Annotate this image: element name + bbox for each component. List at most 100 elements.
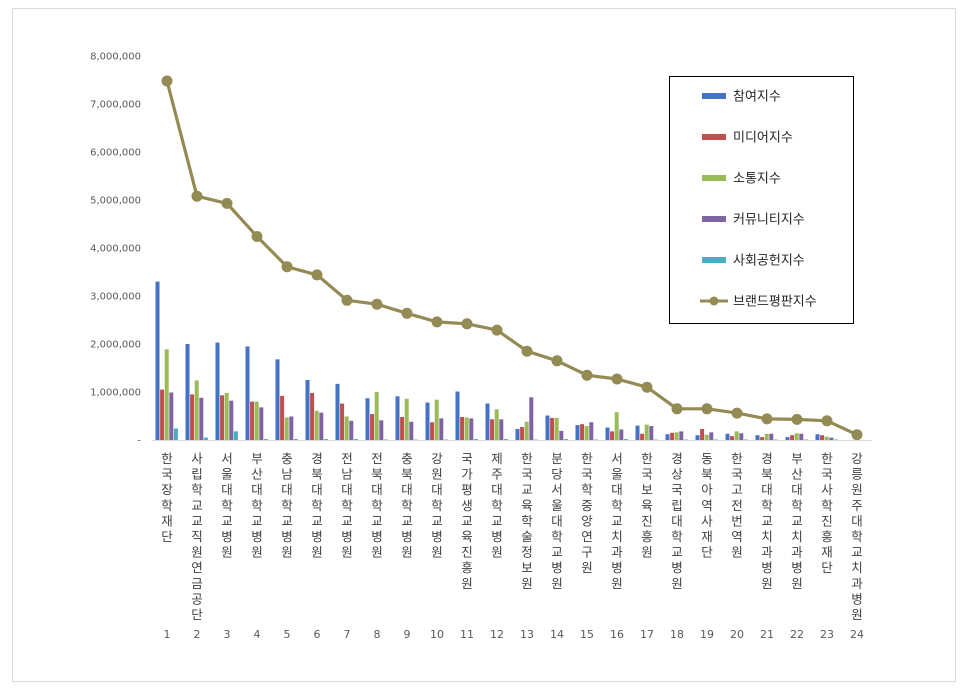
chart-frame — [12, 8, 956, 682]
bar-3 — [764, 433, 769, 440]
legend-swatch — [702, 93, 726, 99]
rank-number: 6 — [314, 628, 321, 641]
rank-number: 21 — [760, 628, 774, 641]
brand-index-point — [581, 369, 593, 381]
brand-index-point — [251, 231, 263, 242]
bar-4 — [679, 431, 684, 440]
brand-index-point — [431, 316, 443, 328]
y-tick-label: 7,000,000 — [90, 100, 141, 111]
y-tick-label: 8,000,000 — [90, 52, 141, 63]
brand-index-line — [161, 75, 863, 441]
brand-index-point — [551, 355, 563, 367]
bar-3 — [164, 349, 169, 440]
bar-5 — [473, 439, 478, 440]
bar-4 — [469, 418, 474, 440]
bar-4 — [289, 416, 294, 440]
brand-index-point — [791, 413, 803, 425]
bar-1 — [785, 437, 790, 440]
bar-4 — [649, 426, 654, 440]
brand-index-point — [281, 261, 293, 273]
bar-4 — [409, 421, 414, 440]
bar-5 — [263, 439, 268, 440]
bar-4 — [769, 433, 774, 440]
rank-number: 1 — [164, 628, 171, 641]
bar-3 — [644, 424, 649, 440]
rank-number: 5 — [284, 628, 291, 641]
bar-2 — [220, 395, 225, 440]
bar-1 — [185, 344, 190, 440]
bar-1 — [335, 383, 340, 440]
bar-2 — [550, 417, 555, 440]
rank-number: 2 — [194, 628, 201, 641]
y-tick-label: 2,000,000 — [90, 340, 141, 351]
rank-number: 23 — [820, 628, 834, 641]
bar-4 — [439, 418, 444, 440]
bar-1 — [755, 435, 760, 440]
bar-1 — [215, 342, 220, 440]
brand-index-point — [521, 345, 533, 357]
bar-4 — [799, 433, 804, 440]
rank-number: 10 — [430, 628, 444, 641]
rank-number: 8 — [374, 628, 381, 641]
rank-number: 12 — [490, 628, 504, 641]
bar-3 — [494, 409, 499, 440]
bar-2 — [640, 433, 645, 440]
bar-2 — [280, 395, 285, 440]
bar-2 — [490, 419, 495, 440]
brand-index-point — [311, 269, 323, 281]
bar-3 — [674, 432, 679, 440]
bar-5 — [203, 437, 208, 440]
bar-3 — [314, 410, 319, 440]
bar-1 — [635, 425, 640, 440]
brand-index-point — [611, 373, 623, 385]
brand-index-point — [491, 324, 503, 336]
rank-number: 14 — [550, 628, 564, 641]
y-tick-label: - — [137, 436, 141, 447]
brand-index-point — [851, 429, 863, 441]
bar-2 — [760, 437, 765, 440]
bar-2 — [310, 392, 315, 440]
bar-2 — [820, 435, 825, 440]
bar-5 — [353, 439, 358, 440]
bar-2 — [370, 414, 375, 440]
bar-1 — [545, 415, 550, 440]
bar-1 — [275, 359, 280, 440]
rank-number: 15 — [580, 628, 594, 641]
bar-4 — [529, 397, 534, 440]
bar-4 — [199, 397, 204, 440]
bar-2 — [700, 428, 705, 440]
brand-index-point — [221, 197, 233, 209]
bar-3 — [344, 416, 349, 440]
bar-1 — [365, 398, 370, 440]
bar-2 — [430, 422, 435, 440]
bar-2 — [730, 436, 735, 440]
bar-3 — [254, 401, 259, 440]
y-axis: 8,000,000 7,000,000 6,000,000 5,000,000 4,00… — [90, 52, 141, 447]
bar-3 — [374, 392, 379, 440]
bar-1 — [425, 402, 430, 440]
bar-1 — [305, 380, 310, 440]
bar-2 — [340, 403, 345, 440]
brand-index-point — [641, 381, 653, 393]
bar-1 — [725, 433, 730, 440]
rank-number: 7 — [344, 628, 351, 641]
bar-1 — [605, 427, 610, 440]
legend-label: 커뮤니티지수 — [733, 213, 805, 228]
brand-index-point — [821, 415, 833, 427]
rank-number: 11 — [460, 628, 474, 641]
rank-number: 18 — [670, 628, 684, 641]
bar-3 — [704, 434, 709, 440]
bar-3 — [554, 417, 559, 440]
bar-4 — [619, 429, 624, 440]
y-tick-label: 4,000,000 — [90, 244, 141, 255]
bar-5 — [323, 439, 328, 440]
y-tick-label: 3,000,000 — [90, 292, 141, 303]
